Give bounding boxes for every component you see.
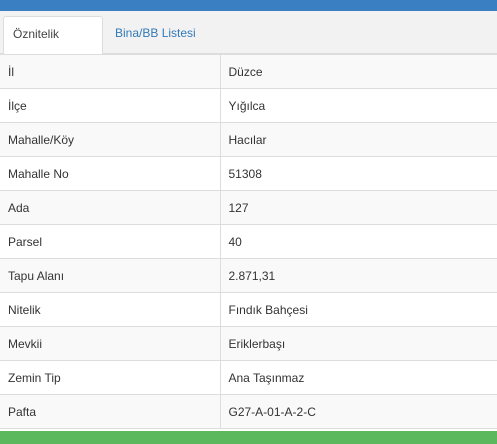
- attribute-key: Zemin Tip: [0, 360, 221, 395]
- attribute-value: Ana Taşınmaz: [219, 360, 497, 395]
- attribute-value: 51308: [219, 156, 497, 191]
- attribute-value: G27-A-01-A-2-C: [219, 394, 497, 429]
- table-row: İl Düzce: [0, 54, 497, 89]
- attribute-table: İl Düzce İlçe Yığılca Mahalle/Köy Hacıla…: [0, 54, 497, 429]
- tab-oznitelik-bilgisi[interactable]: Öznitelik Bilgisi: [3, 16, 103, 76]
- attribute-key: Ada: [0, 190, 221, 225]
- attribute-value: Yığılca: [219, 88, 497, 123]
- attribute-key: Tapu Alanı: [0, 258, 221, 293]
- attribute-key: Nitelik: [0, 292, 221, 327]
- attribute-key: İlçe: [0, 88, 221, 123]
- table-row: Mevkii Eriklerbaşı: [0, 326, 497, 361]
- table-row: Mahalle No 51308: [0, 156, 497, 191]
- attribute-value: 2.871,31: [219, 258, 497, 293]
- table-row: Ada 127: [0, 190, 497, 225]
- attribute-value: Eriklerbaşı: [219, 326, 497, 361]
- attribute-key: Mahalle/Köy: [0, 122, 221, 157]
- table-row: Nitelik Fındık Bahçesi: [0, 292, 497, 327]
- table-row: Mahalle/Köy Hacılar: [0, 122, 497, 157]
- attribute-value: 40: [219, 224, 497, 259]
- attribute-key: Mevkii: [0, 326, 221, 361]
- attribute-key: Mahalle No: [0, 156, 221, 191]
- attribute-key: Parsel: [0, 224, 221, 259]
- tab-bar: Öznitelik Bilgisi Bina/BB Listesi: [0, 11, 497, 76]
- window-header-bar: [0, 0, 497, 11]
- attribute-value: Hacılar: [219, 122, 497, 157]
- table-row: İlçe Yığılca: [0, 88, 497, 123]
- table-row: Pafta G27-A-01-A-2-C: [0, 394, 497, 429]
- attribute-value: 127: [219, 190, 497, 225]
- attribute-key: İl: [0, 54, 221, 89]
- table-row: Parsel 40: [0, 224, 497, 259]
- table-row: Zemin Tip Ana Taşınmaz: [0, 360, 497, 395]
- tab-bina-bb-listesi[interactable]: Bina/BB Listesi: [115, 26, 196, 40]
- footer-bar: [0, 431, 497, 444]
- attribute-key: Pafta: [0, 394, 221, 429]
- attribute-value: Düzce: [219, 54, 497, 89]
- attribute-value: Fındık Bahçesi: [219, 292, 497, 327]
- table-row: Tapu Alanı 2.871,31: [0, 258, 497, 293]
